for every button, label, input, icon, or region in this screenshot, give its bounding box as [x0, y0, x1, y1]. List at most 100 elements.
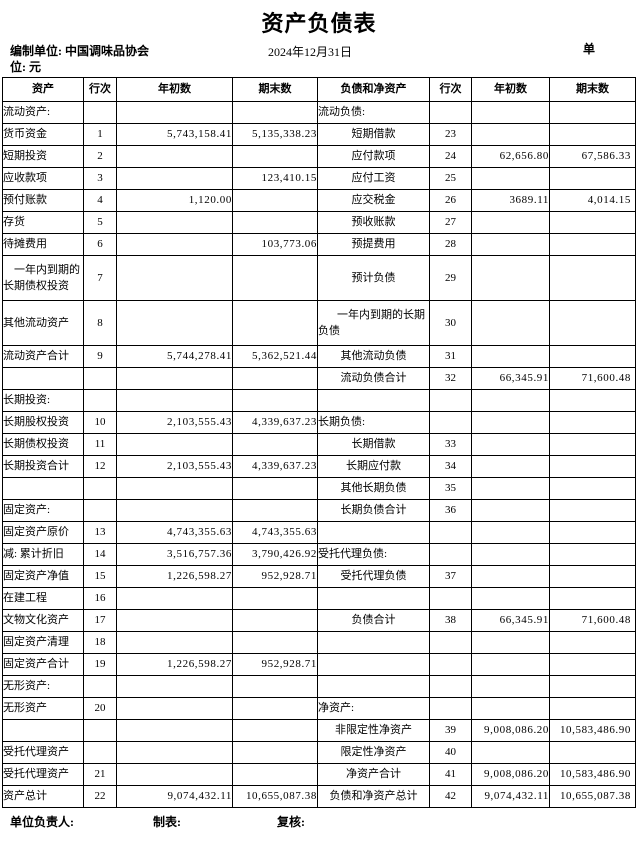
- asset-line-no-cell: 22: [83, 785, 117, 808]
- liability-line-no-cell: 42: [429, 785, 472, 808]
- asset-line-no-cell: [83, 499, 117, 522]
- liability-begin-balance-cell: [471, 123, 550, 146]
- asset-begin-balance-cell: [116, 255, 233, 301]
- asset-end-balance-cell: 4,339,637.23: [232, 411, 318, 434]
- asset-end-balance-cell: [232, 719, 318, 742]
- liability-begin-balance-cell: [471, 565, 550, 588]
- liability-label-cell: 负债合计: [317, 609, 430, 632]
- liability-line-no-cell: 28: [429, 233, 472, 256]
- liability-line-no-cell: 40: [429, 741, 472, 764]
- asset-line-no-cell: 16: [83, 587, 117, 610]
- liability-line-no-cell: 39: [429, 719, 472, 742]
- asset-begin-balance-cell: 1,120.00: [116, 189, 233, 212]
- liability-line-no-cell: 30: [429, 300, 472, 346]
- table-row: 长期股权投资 10 2,103,555.43 4,339,637.23 长期负债:: [2, 411, 636, 434]
- liability-label-cell: [317, 631, 430, 654]
- liability-begin-balance-cell: [471, 300, 550, 346]
- liability-end-balance-cell: [549, 741, 636, 764]
- table-row: 固定资产: 长期负债合计 36: [2, 499, 636, 522]
- asset-begin-balance-cell: [116, 741, 233, 764]
- asset-line-no-cell: 14: [83, 543, 117, 566]
- liability-end-balance-cell: [549, 233, 636, 256]
- asset-label-cell: 文物文化资产: [2, 609, 84, 632]
- liability-begin-balance-cell: [471, 543, 550, 566]
- asset-line-no-cell: 13: [83, 521, 117, 544]
- asset-line-no-cell: 2: [83, 145, 117, 168]
- asset-begin-balance-cell: 2,103,555.43: [116, 411, 233, 434]
- asset-begin-balance-cell: 4,743,355.63: [116, 521, 233, 544]
- asset-label-cell: 流动资产:: [2, 101, 84, 124]
- asset-end-balance-cell: [232, 211, 318, 234]
- liability-label-cell: 长期借款: [317, 433, 430, 456]
- liability-label-cell: 预计负债: [317, 255, 430, 301]
- asset-label-cell: 固定资产净值: [2, 565, 84, 588]
- liability-label-cell: 净资产:: [317, 697, 430, 720]
- asset-line-no-cell: 7: [83, 255, 117, 301]
- table-row: 无形资产 20 净资产:: [2, 697, 636, 720]
- asset-begin-balance-cell: [116, 587, 233, 610]
- liability-line-no-cell: 29: [429, 255, 472, 301]
- liability-begin-balance-cell: [471, 167, 550, 190]
- liability-begin-balance-cell: [471, 653, 550, 676]
- liability-line-no-cell: 27: [429, 211, 472, 234]
- liability-line-no-cell: [429, 101, 472, 124]
- asset-label-cell: 待摊费用: [2, 233, 84, 256]
- asset-line-no-cell: [83, 477, 117, 500]
- liability-begin-balance-cell: [471, 101, 550, 124]
- liability-end-balance-cell: [549, 565, 636, 588]
- liability-end-balance-cell: 67,586.33: [549, 145, 636, 168]
- asset-begin-balance-cell: [116, 389, 233, 412]
- asset-begin-balance-cell: [116, 609, 233, 632]
- liability-end-balance-cell: [549, 300, 636, 346]
- asset-begin-balance-cell: [116, 211, 233, 234]
- balance-sheet-table: 资产 行次 年初数 期末数 负债和净资产 行次 年初数 期末数 流动资产: 流动负…: [2, 77, 636, 808]
- asset-line-no-cell: [83, 367, 117, 390]
- currency-unit-wrap-bottom: 位: 元: [10, 60, 41, 74]
- liability-label-cell: [317, 389, 430, 412]
- liability-label-cell: 限定性净资产: [317, 741, 430, 764]
- liability-label-cell: [317, 653, 430, 676]
- asset-line-no-cell: 11: [83, 433, 117, 456]
- asset-end-balance-cell: [232, 101, 318, 124]
- liability-label-cell: 流动负债:: [317, 101, 430, 124]
- liability-begin-balance-cell: [471, 631, 550, 654]
- asset-begin-balance-cell: [116, 477, 233, 500]
- liability-end-balance-cell: [549, 255, 636, 301]
- asset-label-cell: 长期股权投资: [2, 411, 84, 434]
- asset-line-no-cell: 10: [83, 411, 117, 434]
- asset-label-cell: 无形资产:: [2, 675, 84, 698]
- liability-end-balance-cell: [549, 631, 636, 654]
- liability-label-cell: 其他流动负债: [317, 345, 430, 368]
- asset-begin-balance-cell: [116, 233, 233, 256]
- liability-end-balance-cell: [549, 653, 636, 676]
- liability-begin-balance-cell: [471, 741, 550, 764]
- liability-line-no-cell: 34: [429, 455, 472, 478]
- asset-label-cell: 固定资产清理: [2, 631, 84, 654]
- asset-begin-balance-cell: [116, 763, 233, 786]
- asset-end-balance-cell: 952,928.71: [232, 653, 318, 676]
- liability-label-cell: 流动负债合计: [317, 367, 430, 390]
- liability-line-no-cell: 32: [429, 367, 472, 390]
- liability-begin-balance-cell: 62,656.80: [471, 145, 550, 168]
- table-row: 在建工程 16: [2, 587, 636, 610]
- asset-end-balance-cell: 5,135,338.23: [232, 123, 318, 146]
- liability-end-balance-cell: [549, 389, 636, 412]
- asset-end-balance-cell: 952,928.71: [232, 565, 318, 588]
- column-header-line-no-2: 行次: [429, 77, 472, 102]
- liability-begin-balance-cell: [471, 477, 550, 500]
- asset-label-cell: 长期投资合计: [2, 455, 84, 478]
- liability-line-no-cell: [429, 631, 472, 654]
- asset-end-balance-cell: [232, 477, 318, 500]
- column-header-assets: 资产: [2, 77, 84, 102]
- asset-line-no-cell: [83, 389, 117, 412]
- liability-line-no-cell: 33: [429, 433, 472, 456]
- liability-line-no-cell: 31: [429, 345, 472, 368]
- liability-end-balance-cell: 4,014.15: [549, 189, 636, 212]
- table-row: 流动资产合计 9 5,744,278.41 5,362,521.44 其他流动负债 31: [2, 345, 636, 368]
- liability-label-cell: 应交税金: [317, 189, 430, 212]
- asset-line-no-cell: 5: [83, 211, 117, 234]
- asset-end-balance-cell: 5,362,521.44: [232, 345, 318, 368]
- asset-line-no-cell: [83, 101, 117, 124]
- asset-begin-balance-cell: 1,226,598.27: [116, 653, 233, 676]
- table-row: 无形资产:: [2, 675, 636, 698]
